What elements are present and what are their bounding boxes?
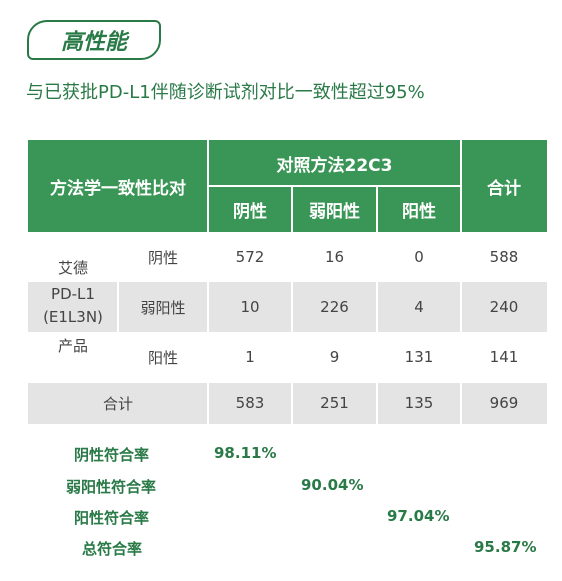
rate-label-weak-positive: 弱阳性符合率 [66,478,157,496]
table-cell: 131 [404,348,434,366]
row-label: 阳性 [147,348,178,367]
table-cell: 1 [245,348,255,366]
rate-label-positive: 阳性符合率 [74,509,150,527]
table-cell: 0 [414,248,424,266]
badge-label: 高性能 [60,30,127,55]
total-row-label: 合计 [102,394,133,413]
ref-col-label: 阴性 [233,201,267,222]
table-cell: 572 [235,248,265,266]
rate-value-positive: 97.04% [387,507,450,525]
corner-label: 方法学一致性比对 [50,178,186,199]
table-row [118,282,547,332]
ref-col-positive: 阳性 [377,186,461,232]
total-col-header: 合计 [461,140,547,232]
ref-col-negative: 阴性 [208,186,292,232]
reference-group-label: 对照方法22C3 [276,155,393,176]
rate-value-negative: 98.11% [214,444,277,462]
row-label: 弱阳性 [140,298,186,317]
feature-badge: 高性能 [27,20,161,60]
table-cell: 588 [489,248,519,266]
subtitle: 与已获批PD-L1伴随诊断试剂对比一致性超过95% [26,82,425,103]
total-col-label: 合计 [487,178,521,199]
table-cell: 240 [489,298,519,316]
ref-col-weak-positive: 弱阳性 [292,186,377,232]
table-cell: 251 [320,394,349,412]
table-cell: 969 [489,394,519,412]
rate-value-weak-positive: 90.04% [301,476,364,494]
table-cell: 583 [235,394,265,412]
table-cell: 9 [329,348,340,366]
ref-col-label: 弱阳性 [309,201,360,222]
table-cell: 135 [404,394,434,412]
table-cell: 16 [324,248,345,266]
comparison-table: 方法学一致性比对 对照方法22C3 阴性 弱阳性 阳性 合计 艾德 PD-L1 … [28,140,547,424]
rate-label-overall: 总符合率 [82,540,143,558]
test-product-label-lines: PD-L1 (E1L3N) [43,285,103,326]
row-label: 阴性 [147,248,178,267]
reference-group-header: 对照方法22C3 [208,140,461,186]
table-cell: 10 [240,298,260,316]
test-product-label: 艾德 [57,259,88,277]
table-cell: 226 [320,298,349,316]
table-cell: 4 [414,298,424,316]
rate-label-negative: 阴性符合率 [74,446,150,464]
table-cell: 141 [489,348,519,366]
rate-value-overall: 95.87% [474,538,537,556]
ref-col-label: 阳性 [402,201,436,222]
table-corner-header: 方法学一致性比对 [28,140,208,232]
